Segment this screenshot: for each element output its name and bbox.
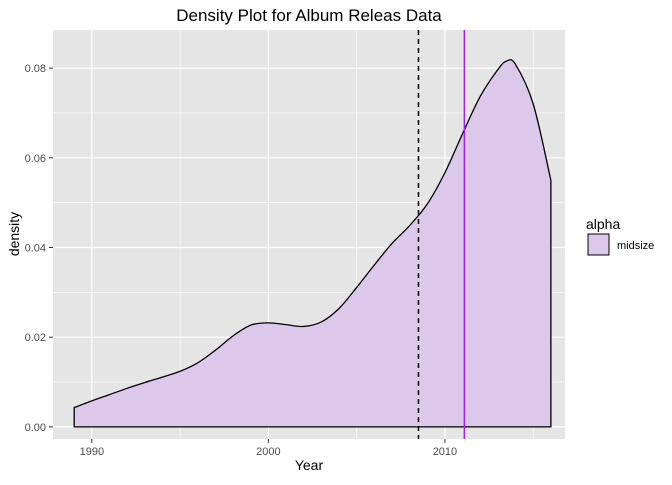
density-series [73, 59, 552, 428]
y-axis-title: density [6, 212, 22, 256]
legend-label-midsize: midsize [617, 240, 654, 252]
legend-title: alpha [586, 216, 620, 232]
axis-ticks [49, 67, 446, 443]
tick-labels: 1990 2000 2010 0.00 0.02 0.04 0.06 0.08 [25, 63, 458, 458]
legend: alpha midsize [586, 216, 654, 256]
y-tick-label: 0.00 [25, 422, 46, 434]
y-tick-label: 0.06 [25, 153, 46, 165]
x-tick-label: 1990 [80, 446, 104, 458]
x-tick-label: 2010 [433, 446, 457, 458]
legend-key-midsize [587, 233, 610, 256]
x-tick-label: 2000 [256, 446, 280, 458]
reference-lines [417, 30, 466, 439]
chart-title: Density Plot for Album Releas Data [176, 6, 442, 25]
y-tick-label: 0.04 [25, 243, 46, 255]
y-tick-label: 0.08 [25, 63, 46, 75]
y-tick-label: 0.02 [25, 332, 46, 344]
x-axis-title: Year [295, 457, 324, 473]
density-area-midsize [73, 59, 552, 428]
